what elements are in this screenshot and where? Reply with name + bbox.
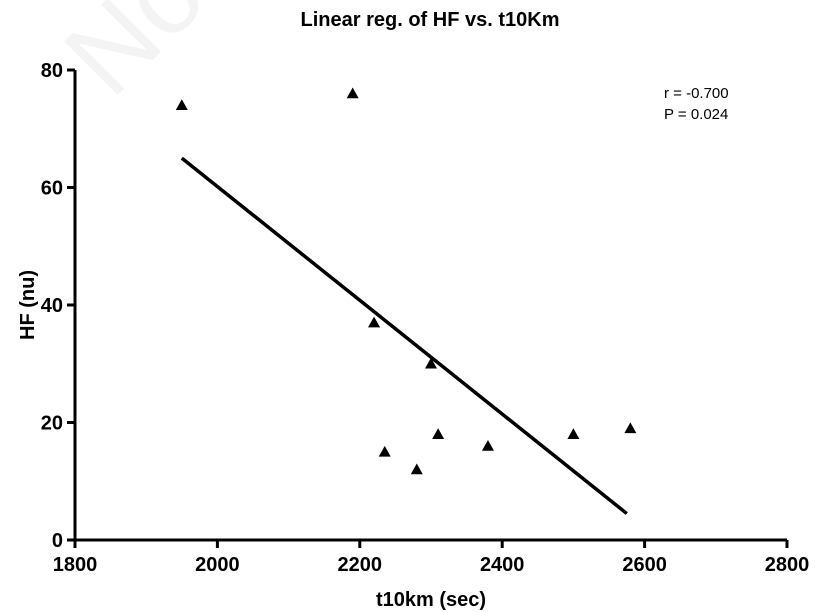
y-tick-label: 0 — [52, 530, 63, 552]
data-point-triangle — [346, 87, 359, 99]
data-point-triangle — [432, 428, 445, 440]
y-tick-label: 20 — [41, 413, 63, 435]
x-tick-label: 2200 — [338, 554, 383, 576]
y-tick-label: 80 — [41, 60, 63, 82]
x-tick-label: 2000 — [195, 554, 240, 576]
r-value-label: r = -0.700 — [664, 85, 729, 102]
y-tick-label: 40 — [41, 295, 63, 317]
axes — [73, 70, 787, 542]
data-point-triangle — [175, 99, 188, 111]
y-tick-label: 60 — [41, 178, 63, 200]
data-point-triangle — [410, 463, 423, 475]
y-ticks: 0 20 40 60 80 — [41, 60, 75, 552]
x-axis-label: t10km (sec) — [376, 589, 486, 611]
x-ticks: 1800 2000 2200 2400 2600 2800 — [53, 540, 810, 576]
data-point-triangle — [368, 316, 381, 328]
x-tick-label: 2400 — [480, 554, 525, 576]
data-point-triangle — [378, 445, 391, 457]
data-points — [175, 87, 637, 475]
regression-line — [180, 156, 628, 515]
p-value-label: P = 0.024 — [664, 106, 728, 123]
y-axis-label: HF (nu) — [17, 270, 39, 340]
data-point-triangle — [425, 357, 437, 369]
data-point-triangle — [624, 422, 637, 434]
data-point-triangle — [481, 440, 494, 451]
x-tick-label: 2800 — [765, 554, 810, 576]
data-point-triangle — [567, 428, 580, 440]
x-tick-label: 2600 — [622, 554, 667, 576]
chart-title: Linear reg. of HF vs. t10Km — [301, 9, 560, 31]
x-tick-label: 1800 — [53, 554, 98, 576]
